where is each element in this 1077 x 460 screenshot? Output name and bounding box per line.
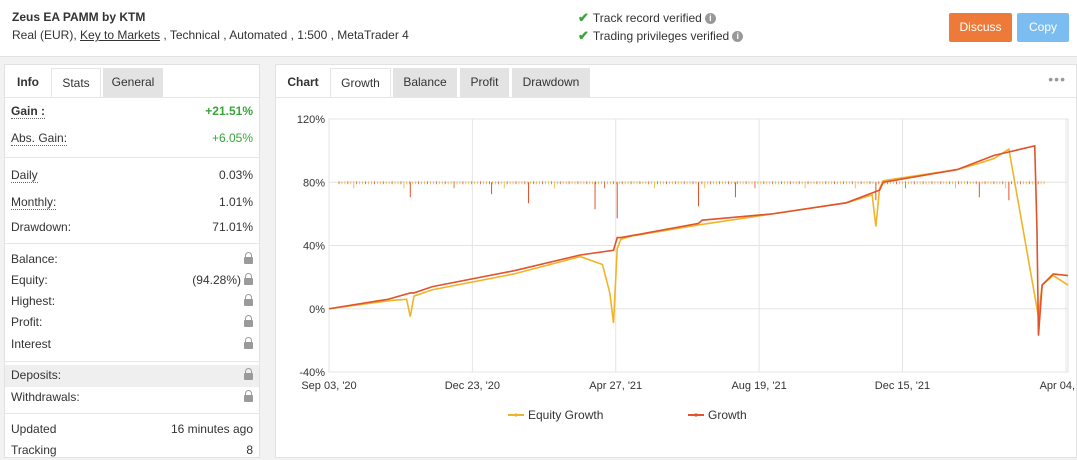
equity-value: (94.28%) (192, 273, 241, 287)
stat-abs-gain: Abs. Gain: +6.05% (5, 128, 259, 148)
divider (5, 413, 259, 414)
system-header: Zeus EA PAMM by KTM Real (EUR), Key to M… (0, 0, 1077, 57)
lock-icon (244, 315, 253, 327)
stat-interest: Interest (5, 334, 259, 354)
x-tick-label: Dec 15, '21 (875, 380, 930, 392)
legend-label: Growth (708, 408, 747, 422)
track-record-text: Track record verified (592, 11, 702, 25)
abs-gain-value: +6.05% (211, 131, 253, 145)
stat-deposits: Deposits: (5, 365, 259, 387)
stat-withdrawals: Withdrawals: (5, 387, 259, 407)
x-tick-label: Dec 23, '20 (445, 380, 500, 392)
tab-drawdown[interactable]: Drawdown (512, 68, 590, 97)
divider (5, 157, 259, 158)
stats-panel: Info Stats General Gain : +21.51% Abs. G… (4, 64, 260, 458)
gain-value: +21.51% (205, 104, 253, 118)
stat-equity: Equity: (94.28%) (5, 270, 259, 290)
daily-label: Daily (11, 168, 38, 183)
series-growth (328, 144, 1069, 336)
balance-label: Balance: (11, 252, 58, 266)
chart-panel: Chart Growth Balance Profit Drawdown •••… (275, 64, 1077, 458)
monthly-label: Monthly: (11, 195, 57, 210)
profit-label: Profit: (11, 315, 43, 329)
left-tabs: Info Stats General (5, 65, 259, 98)
lock-icon (244, 390, 253, 402)
y-tick-label: 0% (309, 304, 325, 316)
trading-privileges-verified: ✔ Trading privileges verified i (578, 28, 744, 44)
discuss-button[interactable]: Discuss (949, 13, 1012, 42)
divider (5, 361, 259, 362)
legend-label: Equity Growth (528, 408, 603, 422)
series-equity-growth (328, 147, 1069, 324)
legend-marker (694, 413, 698, 417)
interest-label: Interest (11, 337, 52, 351)
tab-stats[interactable]: Stats (51, 68, 101, 97)
tab-profit[interactable]: Profit (460, 68, 509, 97)
x-tick-label: Aug 19, '21 (731, 380, 786, 392)
y-tick-label: 80% (303, 177, 325, 189)
tab-info[interactable]: Info (7, 68, 49, 97)
system-details: , Technical , Automated , 1:500 , MetaTr… (160, 28, 409, 42)
check-icon: ✔ (578, 28, 589, 43)
account-type: Real (EUR), (12, 28, 81, 42)
stat-drawdown: Drawdown: 71.01% (5, 217, 259, 237)
gain-label: Gain : (11, 104, 46, 119)
equity-label: Equity: (11, 273, 48, 287)
info-icon[interactable]: i (704, 13, 716, 25)
lock-icon (244, 252, 253, 264)
tab-general[interactable]: General (103, 68, 163, 97)
broker-link[interactable]: Key to Markets (80, 28, 161, 42)
drawdown-label: Drawdown: (11, 220, 72, 234)
withdrawals-label: Withdrawals: (11, 390, 80, 404)
highest-label: Highest: (11, 294, 56, 308)
tab-underline (276, 97, 1076, 98)
monthly-value: 1.01% (218, 195, 253, 209)
x-tick-label: Apr 04, '22 (1040, 380, 1076, 392)
lock-icon (244, 294, 253, 306)
tracking-label: Tracking (11, 443, 57, 457)
x-tick-label: Sep 03, '20 (301, 380, 356, 392)
track-record-verified: ✔ Track record verified i (578, 10, 716, 26)
x-tick-label: Apr 27, '21 (589, 380, 642, 392)
y-tick-label: 120% (297, 114, 325, 126)
stat-profit: Profit: (5, 312, 259, 332)
stat-balance: Balance: (5, 249, 259, 269)
tab-chart[interactable]: Chart (287, 75, 319, 89)
stat-gain: Gain : +21.51% (5, 101, 259, 121)
lock-icon (244, 368, 253, 380)
divider (5, 243, 259, 244)
copy-button[interactable]: Copy (1017, 13, 1069, 42)
stat-updated: Updated 16 minutes ago (5, 419, 259, 439)
stat-monthly: Monthly: 1.01% (5, 192, 259, 212)
stat-tracking: Tracking 8 (5, 440, 259, 460)
updated-value: 16 minutes ago (170, 422, 253, 436)
system-title: Zeus EA PAMM by KTM (12, 10, 146, 24)
system-meta: Real (EUR), Key to Markets , Technical ,… (12, 28, 409, 42)
deposits-label: Deposits: (11, 368, 62, 382)
growth-chart: 120% 80% 40% 0% -40%Sep 03, '20 Dec 23, '20 Ap… (297, 114, 1076, 422)
abs-gain-label: Abs. Gain: (11, 131, 68, 146)
tracking-value: 8 (246, 443, 253, 457)
drawdown-value: 71.01% (212, 220, 253, 234)
stat-daily: Daily 0.03% (5, 165, 259, 185)
tab-growth[interactable]: Growth (330, 68, 391, 97)
tab-balance[interactable]: Balance (393, 68, 457, 97)
y-tick-label: 40% (303, 241, 325, 253)
legend-marker (514, 413, 518, 417)
check-icon: ✔ (578, 10, 589, 25)
daily-value: 0.03% (218, 168, 253, 182)
lock-icon (244, 337, 253, 349)
updated-label: Updated (11, 422, 57, 436)
lock-icon (244, 273, 253, 285)
stat-highest: Highest: (5, 291, 259, 311)
trading-privileges-text: Trading privileges verified (592, 29, 730, 43)
info-icon[interactable]: i (732, 31, 744, 43)
more-options-icon[interactable]: ••• (1048, 71, 1066, 87)
y-tick-label: -40% (299, 367, 325, 379)
